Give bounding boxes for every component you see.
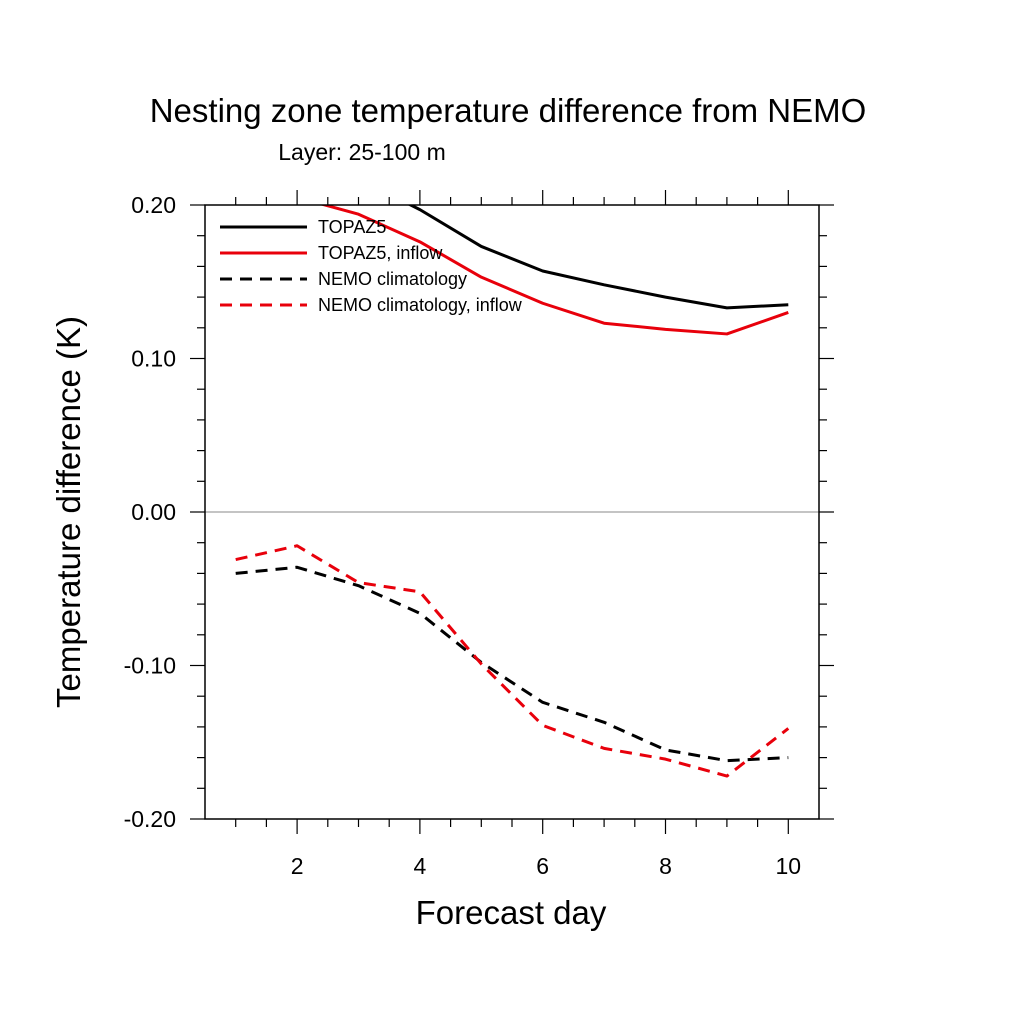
y-tick-label: 0.00	[131, 499, 176, 525]
x-tick-label: 8	[659, 853, 672, 879]
series-line-3	[236, 567, 789, 760]
x-tick-label: 4	[414, 853, 427, 879]
series-line-4	[236, 546, 789, 776]
x-tick-label: 10	[776, 853, 802, 879]
y-axis-label: Temperature difference (K)	[50, 316, 87, 708]
y-tick-label: 0.10	[131, 346, 176, 372]
y-tick-label: -0.10	[124, 653, 176, 679]
x-axis-label: Forecast day	[416, 894, 607, 931]
x-tick-label: 6	[536, 853, 549, 879]
line-chart: Nesting zone temperature difference from…	[0, 0, 1024, 1024]
legend-label-2: TOPAZ5, inflow	[318, 243, 443, 263]
chart-title: Nesting zone temperature difference from…	[150, 92, 867, 129]
x-tick-label: 2	[291, 853, 304, 879]
legend-label-4: NEMO climatology, inflow	[318, 295, 523, 315]
y-tick-label: -0.20	[124, 806, 176, 832]
legend-label-1: TOPAZ5	[318, 217, 386, 237]
legend-label-3: NEMO climatology	[318, 269, 467, 289]
y-tick-label: 0.20	[131, 192, 176, 218]
chart-subtitle: Layer: 25-100 m	[278, 139, 445, 165]
